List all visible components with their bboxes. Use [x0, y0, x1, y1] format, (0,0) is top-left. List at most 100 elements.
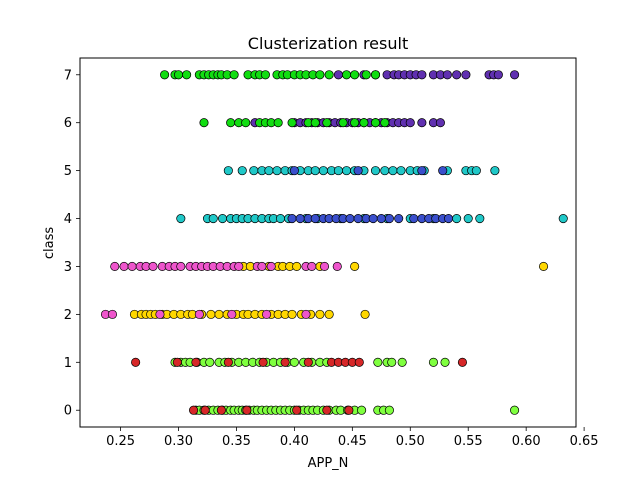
- points-layer: [100, 70, 568, 415]
- scatter-point: [324, 309, 334, 319]
- scatter-point: [490, 166, 500, 176]
- scatter-point: [387, 357, 397, 367]
- scatter-point: [303, 357, 313, 367]
- scatter-point: [442, 70, 452, 80]
- y-tick-label: 4: [64, 212, 72, 227]
- y-tick-label: 0: [64, 404, 72, 419]
- scatter-point: [110, 261, 120, 272]
- scatter-point: [173, 70, 184, 80]
- x-tick-label: 0.55: [454, 434, 483, 449]
- scatter-point: [260, 70, 270, 80]
- scatter-point: [350, 261, 360, 272]
- scatter-point: [493, 70, 503, 80]
- scatter-point: [368, 213, 378, 224]
- scatter-point: [307, 261, 317, 272]
- scatter-point: [538, 261, 549, 272]
- y-axis-label: class: [42, 227, 57, 259]
- scatter-point: [107, 309, 117, 319]
- scatter-point: [287, 213, 297, 224]
- scatter-point: [229, 70, 239, 80]
- scatter-point: [510, 405, 520, 415]
- scatter-point: [417, 118, 427, 128]
- scatter-point: [289, 166, 299, 176]
- scatter-point: [273, 118, 283, 128]
- scatter-point: [264, 166, 274, 176]
- scatter-point: [380, 166, 390, 176]
- scatter-point: [370, 118, 381, 128]
- scatter-point: [384, 213, 394, 224]
- scatter-point: [295, 213, 305, 224]
- x-tick-label: 0.60: [512, 434, 541, 449]
- scatter-point: [350, 70, 360, 80]
- chart-title: Clusterization result: [248, 34, 408, 53]
- scatter-point: [394, 213, 404, 224]
- scatter-point: [275, 213, 286, 224]
- scatter-point: [208, 213, 218, 224]
- y-tick-label: 5: [64, 164, 72, 179]
- scatter-point: [301, 309, 311, 319]
- scatter-point: [360, 309, 370, 319]
- scatter-point: [370, 166, 381, 176]
- scatter-point: [155, 309, 165, 319]
- scatter-point: [345, 213, 355, 224]
- scatter-point: [341, 166, 352, 176]
- scatter-point: [396, 166, 406, 176]
- scatter-point: [344, 405, 354, 415]
- x-tick-label: 0.45: [338, 434, 367, 449]
- scatter-point: [324, 70, 334, 80]
- scatter-point: [292, 405, 302, 415]
- scatter-point: [216, 405, 226, 415]
- scatter-point: [428, 357, 439, 367]
- scatter-point: [234, 261, 244, 272]
- x-tick-label: 0.50: [396, 434, 425, 449]
- scatter-point: [463, 213, 473, 224]
- scatter-point: [332, 261, 342, 272]
- scatter-point: [119, 261, 129, 272]
- scatter-point: [475, 213, 485, 224]
- scatter-point: [452, 70, 462, 80]
- plot-frame: [79, 57, 577, 428]
- scatter-point: [333, 70, 343, 80]
- scatter-point: [388, 166, 398, 176]
- scatter-point: [223, 166, 233, 176]
- scatter-point: [189, 405, 199, 415]
- scatter-point: [258, 357, 268, 367]
- scatter-point: [353, 213, 363, 224]
- scatter-point: [310, 118, 320, 128]
- scatter-point: [373, 357, 383, 367]
- scatter-point: [443, 213, 454, 224]
- y-tick-label: 6: [64, 116, 72, 131]
- scatter-point: [160, 70, 170, 80]
- scatter-point: [262, 309, 272, 319]
- scatter-point: [457, 357, 467, 367]
- scatter-point: [461, 70, 471, 80]
- scatter-point: [172, 357, 182, 367]
- scatter-point: [242, 405, 252, 415]
- scatter-point: [176, 213, 186, 224]
- scatter-point: [194, 309, 204, 319]
- scatter-point: [310, 213, 320, 224]
- scatter-point: [397, 357, 407, 367]
- scatter-point: [205, 357, 215, 367]
- scatter-point: [315, 309, 325, 319]
- scatter-point: [315, 70, 325, 80]
- scatter-point: [310, 166, 320, 176]
- scatter-point: [354, 357, 364, 367]
- scatter-point: [227, 309, 237, 319]
- scatter-point: [206, 309, 216, 319]
- scatter-point: [280, 357, 290, 367]
- scatter-point: [452, 213, 462, 224]
- scatter-point: [176, 261, 186, 272]
- scatter-point: [417, 70, 427, 80]
- scatter-point: [287, 118, 297, 128]
- scatter-point: [214, 309, 224, 319]
- scatter-point: [223, 357, 233, 367]
- scatter-point: [272, 166, 282, 176]
- scatter-point: [438, 166, 448, 176]
- y-tick-label: 1: [64, 356, 72, 371]
- scatter-point: [200, 405, 210, 415]
- scatter-point: [341, 70, 352, 80]
- scatter-point: [357, 405, 367, 415]
- scatter-point: [338, 118, 348, 128]
